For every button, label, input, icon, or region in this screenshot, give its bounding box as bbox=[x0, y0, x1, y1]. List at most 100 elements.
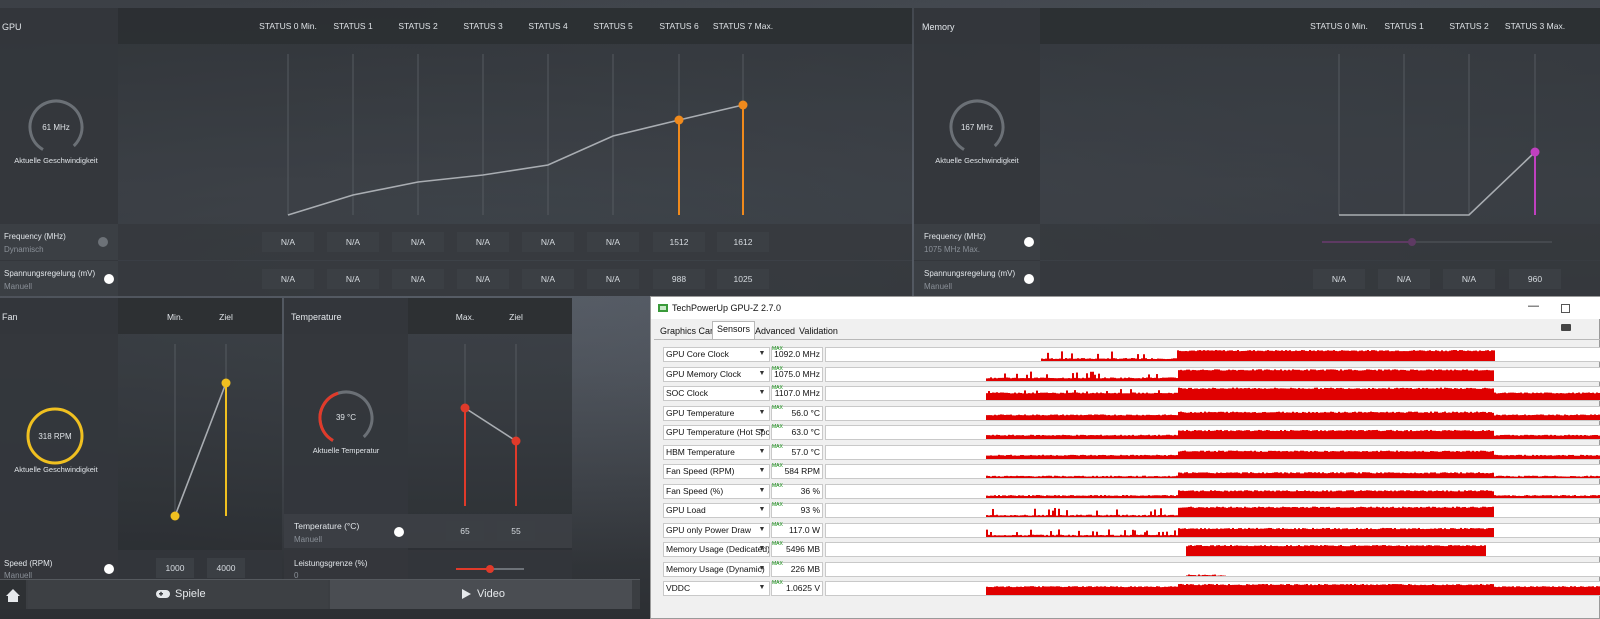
sensor-name-dropdown[interactable]: Fan Speed (RPM) bbox=[663, 464, 770, 479]
fan-target-handle[interactable] bbox=[221, 378, 231, 388]
chevron-down-icon[interactable]: ▼ bbox=[758, 525, 766, 533]
gpu-state7-handle[interactable] bbox=[738, 100, 748, 110]
sensor-name-dropdown[interactable]: GPU Memory Clock bbox=[663, 366, 770, 382]
gpuz-app-icon bbox=[658, 304, 668, 312]
fan-target-value[interactable]: 4000 bbox=[207, 558, 245, 578]
sensor-name-dropdown[interactable]: GPU Load bbox=[663, 503, 770, 518]
sensor-row: GPU Memory Clock ▼ 1075.0 MHz MAX bbox=[651, 365, 1600, 384]
chevron-down-icon[interactable]: ▼ bbox=[758, 428, 766, 435]
sensor-name-dropdown[interactable]: GPU Core Clock bbox=[663, 347, 770, 362]
memory-frequency-toggle[interactable] bbox=[1024, 237, 1034, 247]
chevron-down-icon[interactable]: ▼ bbox=[758, 447, 766, 455]
camera-icon[interactable] bbox=[1561, 324, 1571, 331]
gpu-frequency-toggle[interactable] bbox=[98, 237, 108, 247]
gpu-frequency-mode: Dynamisch bbox=[4, 245, 44, 254]
chevron-down-icon[interactable]: ▼ bbox=[758, 369, 766, 377]
gpu-voltage-value[interactable]: 988 bbox=[653, 269, 705, 289]
sensor-value: 5496 MB bbox=[771, 542, 823, 557]
gpuz-window: TechPowerUp GPU-Z 2.7.0 — GPU Core Clock… bbox=[650, 296, 1600, 619]
chevron-down-icon[interactable]: ▼ bbox=[758, 389, 766, 396]
chevron-down-icon[interactable]: ▼ bbox=[758, 408, 766, 416]
gpu-voltage-value[interactable]: 1025 bbox=[717, 269, 769, 289]
sensor-name-dropdown[interactable]: VDDC bbox=[663, 581, 770, 596]
chevron-down-icon[interactable]: ▼ bbox=[758, 584, 766, 591]
sensor-name-dropdown[interactable]: Memory Usage (Dedicated) bbox=[663, 542, 770, 557]
temperature-gauge-value: 39 °C bbox=[335, 413, 357, 422]
memory-frequency-label: Frequency (MHz) bbox=[924, 232, 986, 241]
sensor-row: VDDC ▼ 1.0625 V MAX bbox=[651, 579, 1600, 598]
sensor-value: 584 RPM bbox=[771, 464, 823, 479]
memory-voltage-value: N/A bbox=[1443, 269, 1495, 289]
temperature-target-handle[interactable] bbox=[511, 436, 521, 446]
sensor-graph-plot bbox=[1186, 573, 1226, 576]
gpu-clock-chart[interactable] bbox=[0, 0, 912, 296]
sensor-graph-plot bbox=[986, 506, 1494, 517]
fan-speed-toggle[interactable] bbox=[104, 564, 114, 574]
gpuz-tab-advanced[interactable]: Advanced bbox=[755, 326, 796, 336]
gpuz-tab-graphics-card[interactable]: Graphics Card bbox=[660, 326, 719, 336]
gpu-voltage-toggle[interactable] bbox=[104, 274, 114, 284]
sensor-row: GPU Load ▼ 93 % MAX bbox=[651, 501, 1600, 520]
gpu-voltage-label: Spannungsregelung (mV) bbox=[4, 269, 96, 278]
video-tab[interactable]: Video bbox=[330, 580, 632, 609]
sensor-name-dropdown[interactable]: GPU Temperature (Hot Spot) bbox=[663, 425, 770, 440]
home-icon bbox=[6, 589, 20, 602]
sensor-name-dropdown[interactable]: Memory Usage (Dynamic) bbox=[663, 561, 770, 577]
power-limit-slider[interactable] bbox=[452, 563, 528, 575]
sensor-value: 117.0 W bbox=[771, 522, 823, 538]
chevron-down-icon[interactable]: ▼ bbox=[758, 506, 766, 513]
maximize-icon[interactable] bbox=[1561, 304, 1570, 313]
sensor-name-dropdown[interactable]: GPU Temperature bbox=[663, 405, 770, 421]
temperature-toggle[interactable] bbox=[394, 527, 404, 537]
chevron-down-icon[interactable]: ▼ bbox=[758, 486, 766, 494]
memory-voltage-value[interactable]: 960 bbox=[1509, 269, 1561, 289]
temperature-max-value[interactable]: 65 bbox=[446, 521, 484, 541]
gpu-frequency-value[interactable]: 1512 bbox=[653, 232, 705, 252]
fan-col-min: Min. bbox=[166, 312, 184, 322]
play-icon bbox=[462, 589, 471, 599]
fan-min-value[interactable]: 1000 bbox=[156, 558, 194, 578]
gpu-gauge-value: 61 MHz bbox=[42, 123, 70, 132]
gpu-voltage-value: N/A bbox=[327, 269, 379, 289]
chevron-down-icon[interactable]: ▼ bbox=[758, 350, 766, 357]
sensor-value: 63.0 °C bbox=[771, 425, 823, 440]
fan-col-target: Ziel bbox=[219, 312, 233, 322]
chevron-down-icon[interactable]: ▼ bbox=[758, 564, 766, 572]
home-button[interactable] bbox=[0, 580, 26, 609]
gpuz-tab-sensors[interactable]: Sensors bbox=[712, 321, 756, 339]
sensor-name-dropdown[interactable]: Fan Speed (%) bbox=[663, 483, 770, 499]
sensor-name-dropdown[interactable]: HBM Temperature bbox=[663, 444, 770, 460]
gamepad-icon bbox=[156, 590, 170, 598]
fan-min-handle[interactable] bbox=[170, 511, 180, 521]
memory-state3-handle[interactable] bbox=[1530, 147, 1540, 157]
games-tab[interactable]: Spiele bbox=[28, 580, 328, 609]
temperature-curve-chart[interactable] bbox=[408, 298, 572, 528]
temperature-gauge-label: Aktuelle Temperatur bbox=[312, 446, 380, 455]
gpu-frequency-value[interactable]: 1612 bbox=[717, 232, 769, 252]
gpu-voltage-mode: Manuell bbox=[4, 282, 33, 291]
chevron-down-icon[interactable]: ▼ bbox=[758, 545, 766, 552]
memory-gauge-label: Aktuelle Geschwindigkeit bbox=[935, 156, 1019, 165]
fan-gauge-label: Aktuelle Geschwindigkeit bbox=[14, 465, 98, 474]
gpu-state6-handle[interactable] bbox=[674, 115, 684, 125]
fan-curve-chart[interactable] bbox=[118, 298, 282, 548]
power-limit-value: 0 bbox=[294, 571, 299, 580]
sensor-max-tag: MAX bbox=[772, 404, 783, 411]
sensor-graph bbox=[825, 386, 1600, 401]
minimize-icon[interactable]: — bbox=[1528, 300, 1539, 312]
video-label: Video bbox=[477, 588, 505, 600]
sensor-row: Memory Usage (Dedicated) ▼ 5496 MB MAX bbox=[651, 540, 1600, 559]
memory-clock-gauge bbox=[949, 99, 1005, 155]
sensor-graph-plot bbox=[986, 583, 1600, 595]
chevron-down-icon[interactable]: ▼ bbox=[758, 467, 766, 474]
gpuz-tab-validation[interactable]: Validation bbox=[799, 326, 838, 336]
sensor-name-dropdown[interactable]: GPU only Power Draw bbox=[663, 522, 770, 538]
memory-voltage-toggle[interactable] bbox=[1024, 274, 1034, 284]
temperature-max-handle[interactable] bbox=[460, 403, 470, 413]
sensor-name-dropdown[interactable]: SOC Clock bbox=[663, 386, 770, 401]
sensor-value: 1075.0 MHz bbox=[771, 366, 823, 382]
temperature-target-value[interactable]: 55 bbox=[497, 521, 535, 541]
sensor-row: GPU Core Clock ▼ 1092.0 MHz MAX bbox=[651, 345, 1600, 364]
sensor-graph bbox=[825, 503, 1600, 518]
sensor-graph bbox=[825, 366, 1600, 382]
